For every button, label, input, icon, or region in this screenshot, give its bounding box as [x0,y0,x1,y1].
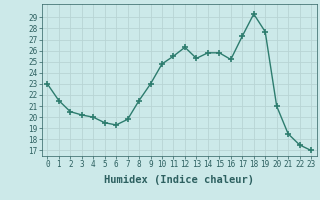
X-axis label: Humidex (Indice chaleur): Humidex (Indice chaleur) [104,175,254,185]
